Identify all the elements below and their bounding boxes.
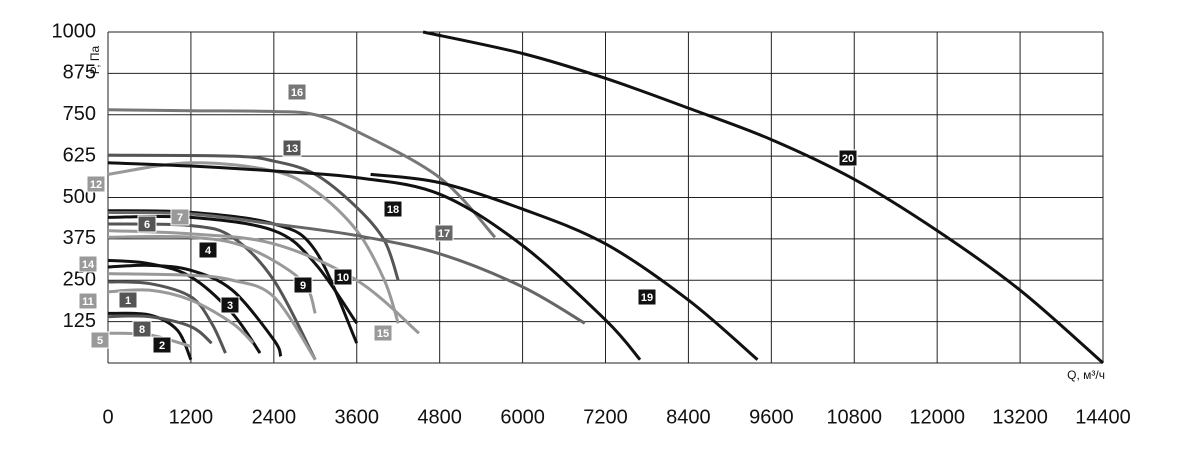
curve-label-box [90,331,110,349]
curve-label: 6 [137,215,157,233]
curve-label: 15 [373,324,393,342]
curve [370,172,759,361]
curve-label-box [137,215,157,233]
curve [107,161,642,361]
x-tick-label: 1200 [169,406,214,428]
curve-label-text: 18 [387,204,399,216]
curve-label-box [383,200,403,218]
y-tick-label: 625 [63,144,96,166]
curve-label-text: 7 [177,212,183,224]
curve-label: 17 [434,224,454,242]
curve-label-box [838,149,858,167]
curve-label-box [333,268,353,286]
curve-label-text: 8 [139,324,145,336]
curve-label-text: 15 [377,328,389,340]
curve-label-text: 16 [291,87,303,99]
curve [107,288,255,345]
curve-label-text: 17 [438,228,450,240]
x-tick-label: 3600 [335,406,380,428]
curve-label-text: 4 [205,245,212,257]
y-tick-label: 125 [63,310,96,332]
curve-label: 11 [78,292,98,310]
x-tick-label: 12000 [909,406,965,428]
x-tick-label: 8400 [666,406,711,428]
curve-label: 7 [170,208,190,226]
curve-label-text: 10 [337,272,349,284]
curve-label-box [132,320,152,338]
curve-label-text: 20 [842,153,854,165]
curve-label-box [78,255,98,273]
curve [107,108,497,239]
curve-label-box [434,224,454,242]
y-tick-label: 1000 [52,20,97,42]
x-tick-label: 2400 [252,406,297,428]
curve-label: 2 [152,336,172,354]
curve [107,272,317,361]
y-tick-label: 875 [63,62,96,84]
y-tick-label: 375 [63,227,96,249]
y-tick-label: 750 [63,103,96,125]
x-tick-label: 10800 [826,406,882,428]
x-axis-label: Q, м³/ч [1067,368,1105,382]
curve-label-text: 11 [82,296,94,308]
curve-label-text: 19 [641,292,653,304]
curve-label-box [78,292,98,310]
curve [107,280,227,354]
x-tick-label: 4800 [417,406,462,428]
curve-label-box [287,83,307,101]
curve-label-box [170,208,190,226]
curve-label-text: 13 [286,143,298,155]
curve-label-box [198,241,218,259]
x-tick-label: 9600 [749,406,794,428]
curve-label-box [293,276,313,294]
curve-label-text: 12 [90,179,102,191]
y-tick-label: 250 [63,269,96,291]
curve-label: 16 [287,83,307,101]
curve [107,210,586,325]
curve-label: 9 [293,276,313,294]
curve-label-box [637,288,657,306]
curve-label-text: 14 [82,259,95,271]
curve-label: 20 [838,149,858,167]
x-tick-label: 6000 [500,406,545,428]
curve-label-box [282,139,302,157]
curve-label-text: 5 [97,335,103,347]
curve [422,30,1104,365]
curve-label: 13 [282,139,302,157]
curve-label: 18 [383,200,403,218]
curve-label: 8 [132,320,152,338]
curve-label: 1 [118,291,138,309]
curve-label-text: 3 [227,300,233,312]
curve-label-text: 2 [159,340,165,352]
curve [107,229,420,335]
curve-label: 12 [86,175,106,193]
curve-label-box [220,296,240,314]
curve [107,214,358,325]
curve-label-box [152,336,172,354]
curve [107,263,283,357]
curve-label: 10 [333,268,353,286]
curve-label-text: 6 [144,219,150,231]
x-tick-label: 0 [102,406,113,428]
curve-label-box [118,291,138,309]
curve-label: 3 [220,296,240,314]
curve-label-text: 9 [300,280,306,292]
x-tick-label: 13200 [992,406,1048,428]
curve-label: 5 [90,331,110,349]
curve-label-box [86,175,106,193]
curve [107,314,213,345]
curve-label-text: 1 [125,295,131,307]
x-tick-label: 14400 [1075,406,1131,428]
curve [107,161,400,324]
curve-label: 19 [637,288,657,306]
x-tick-label: 7200 [583,406,628,428]
curve-label-box [373,324,393,342]
curve-label: 4 [198,241,218,259]
y-axis-label: P, Па [88,45,102,74]
curve-label: 14 [78,255,98,273]
curve [107,258,262,354]
